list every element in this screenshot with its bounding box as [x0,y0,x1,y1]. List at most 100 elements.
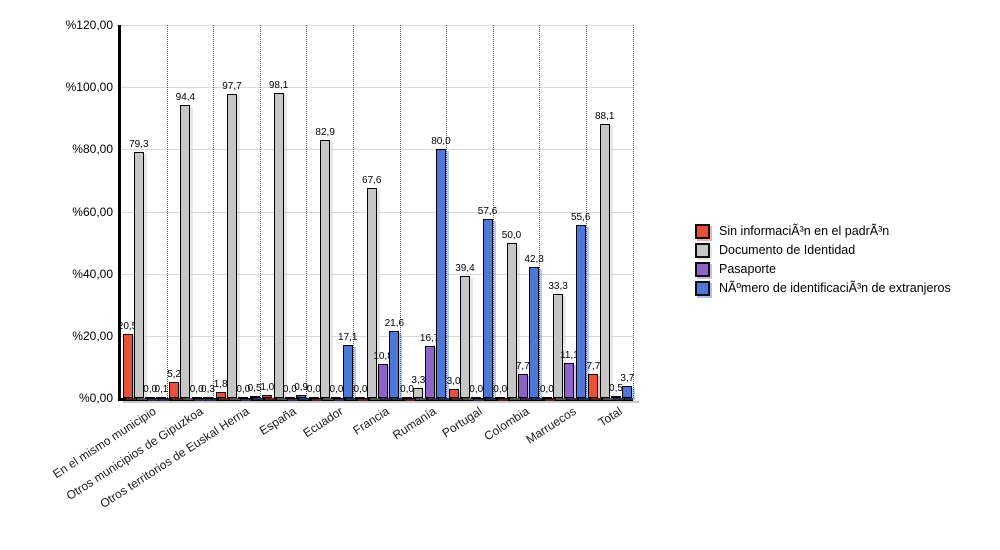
bar-value-label: 0,0 [400,384,414,395]
bar-value-label: 10,8 [373,351,393,362]
bar-value-label: 67,6 [362,175,382,186]
y-axis-tick-label: %60,00 [72,204,113,219]
x-axis-shadow [123,401,639,403]
bar [529,267,540,398]
legend-label: NÃºmero de identificaciÃ³n de extranjero… [719,281,951,295]
bar-value-label: 42,3 [524,254,544,265]
bar [273,93,284,398]
bar [378,364,389,398]
bar-value-label: 21,6 [384,318,405,329]
bar-value-label: 1,8 [213,379,228,390]
bar [448,389,459,398]
y-axis-tick-label: %40,00 [72,266,113,281]
y-axis-line [117,25,121,400]
bar [320,140,331,398]
bar [575,225,586,398]
bar-value-label: 55,6 [570,212,591,223]
legend-swatch [695,223,710,239]
bar [122,334,133,398]
bar-value-label: 0,0 [493,384,508,395]
bar [169,382,180,398]
bar [471,397,482,399]
bar [342,345,353,398]
v-gridline-dotted [446,25,448,398]
legend-label: Sin informaciÃ³n en el padrÃ³n [719,224,890,238]
bar [145,397,156,399]
bar [611,396,621,398]
bar-value-label: 88,1 [594,111,615,122]
legend-swatch [695,242,710,258]
bar [506,243,517,398]
bar-value-label: 16,7 [419,333,440,344]
bar [588,374,599,398]
bar-value-label: 0,0 [282,384,297,395]
v-gridline-dotted [166,25,168,398]
bar-value-label: 3,0 [446,376,461,387]
bar [215,392,226,398]
y-axis-tick-label: %80,00 [72,142,113,157]
bar [389,331,400,398]
bar-value-label: 33,3 [548,281,568,292]
bar-value-label: 80,0 [431,136,451,147]
legend-swatch [695,261,710,277]
bar [541,397,552,399]
bar [238,397,249,399]
bar [459,276,470,398]
v-gridline-dotted [259,25,261,398]
bar-value-label: 50,0 [501,230,522,241]
v-gridline-dotted [632,25,634,398]
bar [180,105,191,398]
x-axis-line [117,398,633,401]
bar-value-label: 0,0 [306,384,321,395]
bar-value-label: 1,0 [260,382,275,393]
bar [355,397,366,399]
y-axis-tick-label: %120,00 [65,18,113,32]
bar-value-label: 0,0 [469,384,484,395]
bar [424,346,435,398]
bar-value-label: 0,1 [154,384,169,395]
bar [156,397,167,399]
y-axis-tick-label: %100,00 [65,80,113,95]
bar [553,294,564,398]
bar [564,363,575,398]
bar-value-label: 0,0 [189,384,204,395]
bar [495,397,506,399]
bar-value-label: 7,7 [515,361,530,372]
v-gridline-dotted [352,25,354,398]
y-axis-tick-label: %0,00 [78,391,113,405]
bar [296,395,307,398]
bar-value-label: 98,1 [268,80,289,91]
bar-value-label: 0,0 [353,384,368,395]
bar [226,94,237,398]
bar-value-label: 0,9 [294,382,309,393]
bar-value-label: 94,4 [175,92,196,103]
v-gridline-dotted [585,25,587,398]
legend-swatch [695,280,710,296]
bar [482,219,493,398]
h-gridline [120,149,633,151]
legend-item: NÃºmero de identificaciÃ³n de extranjero… [695,279,951,297]
legend-label: Documento de Identidad [719,243,856,257]
bar-value-label: 57,6 [477,206,498,217]
bar-value-label: 0,5 [609,383,623,394]
bar-value-label: 20,5 [117,321,138,332]
bar-value-label: 0,0 [236,384,251,395]
bar-value-label: 0,0 [329,384,344,395]
y-axis-tick-label: %20,00 [72,328,113,343]
legend-item: Pasaporte [695,260,951,278]
bar-value-label: 3,7 [620,373,635,384]
v-gridline-dotted [539,25,541,398]
bar-value-label: 0,5 [247,383,262,394]
bar-value-label: 7,7 [586,361,601,372]
bar-value-label: 0,3 [201,384,215,395]
v-gridline-dotted [492,25,494,398]
bar [249,396,260,398]
legend-item: Documento de Identidad [695,241,951,259]
bar [308,397,319,399]
bar [413,388,424,398]
bar [622,386,633,398]
bar-value-label: 82,9 [315,127,335,138]
v-gridline-dotted [213,25,215,398]
